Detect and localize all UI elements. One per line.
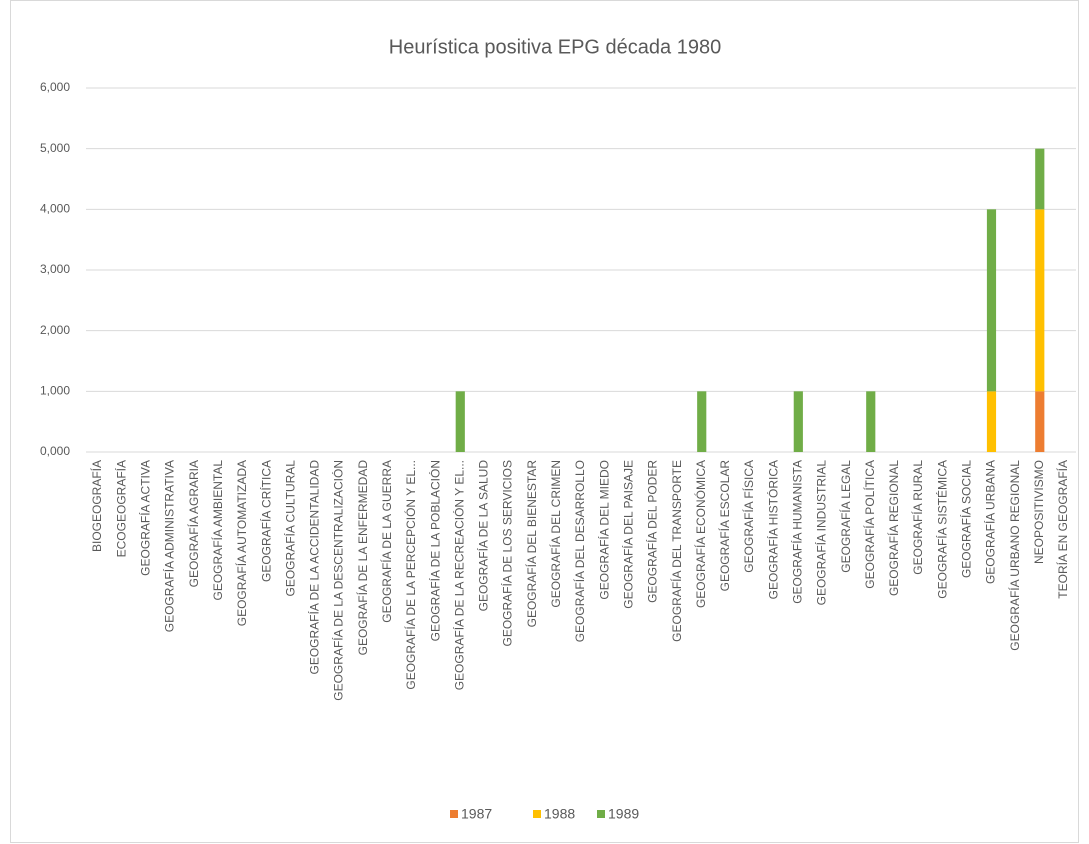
- x-tick-label: TEORÍA EN GEOGRAFÍA: [1055, 460, 1070, 599]
- chart-title: Heurística positiva EPG década 1980: [389, 36, 721, 58]
- x-tick-label: GEOGRAFÍA SISTÉMICA: [934, 460, 949, 599]
- bar-segment: [986, 391, 997, 452]
- y-tick-label: 1,000: [40, 384, 70, 398]
- bar-segment: [793, 391, 803, 452]
- bar-segment: [986, 209, 997, 392]
- x-tick-label: GEOGRAFÍA DEL PAISAJE: [620, 460, 635, 609]
- x-tick-label: GEOGRAFÍA RURAL: [910, 460, 925, 575]
- legend-label: 1988: [544, 806, 575, 822]
- bar-segment: [1035, 148, 1045, 210]
- x-tick-label: GEOGRAFÍA DEL CRIMEN: [548, 460, 563, 608]
- x-tick-label: GEOGRAFÍA DEL MIEDO: [596, 460, 611, 600]
- x-tick-label: GEOGRAFÍA HUMANISTA: [789, 460, 804, 604]
- x-tick-label: GEOGRAFÍA DE LA RECREACIÓN Y EL...: [451, 460, 466, 690]
- x-tick-label: GEOGRAFÍA INDUSTRIAL: [814, 460, 829, 606]
- y-tick-label: 6,000: [40, 80, 70, 94]
- x-tick-label: GEOGRAFÍA AMBIENTAL: [210, 460, 225, 601]
- x-tick-label: GEOGRAFÍA LEGAL: [838, 460, 853, 573]
- legend-label: 1987: [461, 806, 492, 822]
- x-tick-label: GEOGRAFÍA DE LOS SERVICIOS: [500, 460, 515, 647]
- x-tick-label: GEOGRAFÍA ACTIVA: [138, 460, 153, 576]
- x-tick-label: GEOGRAFÍA CULTURAL: [282, 460, 297, 597]
- chart-border: [10, 0, 1079, 843]
- legend-swatch: [597, 810, 605, 818]
- x-tick-label: GEOGRAFÍA DE LA SALUD: [476, 460, 491, 612]
- legend-swatch: [533, 810, 541, 818]
- y-tick-label: 0,000: [40, 444, 70, 458]
- bar-segment: [697, 391, 707, 452]
- legend-label: 1989: [608, 806, 639, 822]
- x-tick-label: BIOGEOGRAFÍA: [89, 460, 104, 552]
- x-tick-label: GEOGRAFÍA REGIONAL: [886, 460, 901, 596]
- x-tick-label: GEOGRAFÍA DEL DESARROLLO: [572, 460, 587, 642]
- bar-segment: [1035, 209, 1045, 392]
- x-tick-label: GEOGRAFÍA ADMINISTRATIVA: [162, 460, 177, 632]
- x-tick-label: GEOGRAFÍA DEL PODER: [645, 460, 660, 603]
- x-tick-label: GEOGRAFÍA AGRARIA: [186, 460, 201, 587]
- bar-segment: [1035, 391, 1045, 452]
- y-tick-label: 4,000: [40, 202, 70, 216]
- x-tick-label: GEOGRAFÍA DEL TRANSPORTE: [669, 460, 684, 642]
- x-tick-label: GEOGRAFÍA DE LA ACCIDENTALIDAD: [307, 460, 322, 675]
- x-tick-label: GEOGRAFÍA DE LA PERCEPCIÓN Y EL...: [403, 460, 418, 690]
- x-tick-label: GEOGRAFÍA DEL BIENESTAR: [524, 460, 539, 628]
- y-tick-label: 5,000: [40, 141, 70, 155]
- x-tick-label: GEOGRAFÍA DE LA POBLACIÓN: [427, 460, 442, 641]
- x-tick-label: GEOGRAFÍA ESCOLAR: [717, 460, 732, 592]
- x-tick-label: ECOGEOGRAFÍA: [113, 460, 128, 557]
- x-tick-label: GEOGRAFÍA AUTOMATIZADA: [234, 460, 249, 626]
- x-tick-label: GEOGRAFÍA HISTÓRICA: [765, 460, 780, 599]
- x-tick-label: GEOGRAFÍA URBANO REGIONAL: [1007, 460, 1022, 651]
- y-tick-label: 2,000: [40, 323, 70, 337]
- x-tick-label: GEOGRAFÍA FÍSICA: [741, 460, 756, 573]
- x-tick-label: GEOGRAFÍA ECONÓMICA: [693, 460, 708, 608]
- x-tick-label: GEOGRAFÍA CRÍTICA: [258, 460, 273, 582]
- x-tick-label: GEOGRAFÍA DE LA GUERRA: [379, 460, 394, 623]
- x-tick-label: NEOPOSITIVISMO: [1032, 460, 1046, 564]
- legend-swatch: [450, 810, 458, 818]
- x-tick-label: GEOGRAFÍA DE LA DESCENTRALIZACIÓN: [331, 460, 346, 701]
- x-tick-label: GEOGRAFÍA URBANA: [983, 460, 998, 584]
- bar-segment: [866, 391, 876, 452]
- y-tick-label: 3,000: [40, 262, 70, 276]
- x-tick-label: GEOGRAFÍA DE LA ENFERMEDAD: [355, 460, 370, 656]
- x-tick-label: GEOGRAFÍA POLÍTICA: [862, 460, 877, 589]
- x-tick-label: GEOGRAFÍA SOCIAL: [959, 460, 974, 578]
- bar-segment: [455, 391, 465, 452]
